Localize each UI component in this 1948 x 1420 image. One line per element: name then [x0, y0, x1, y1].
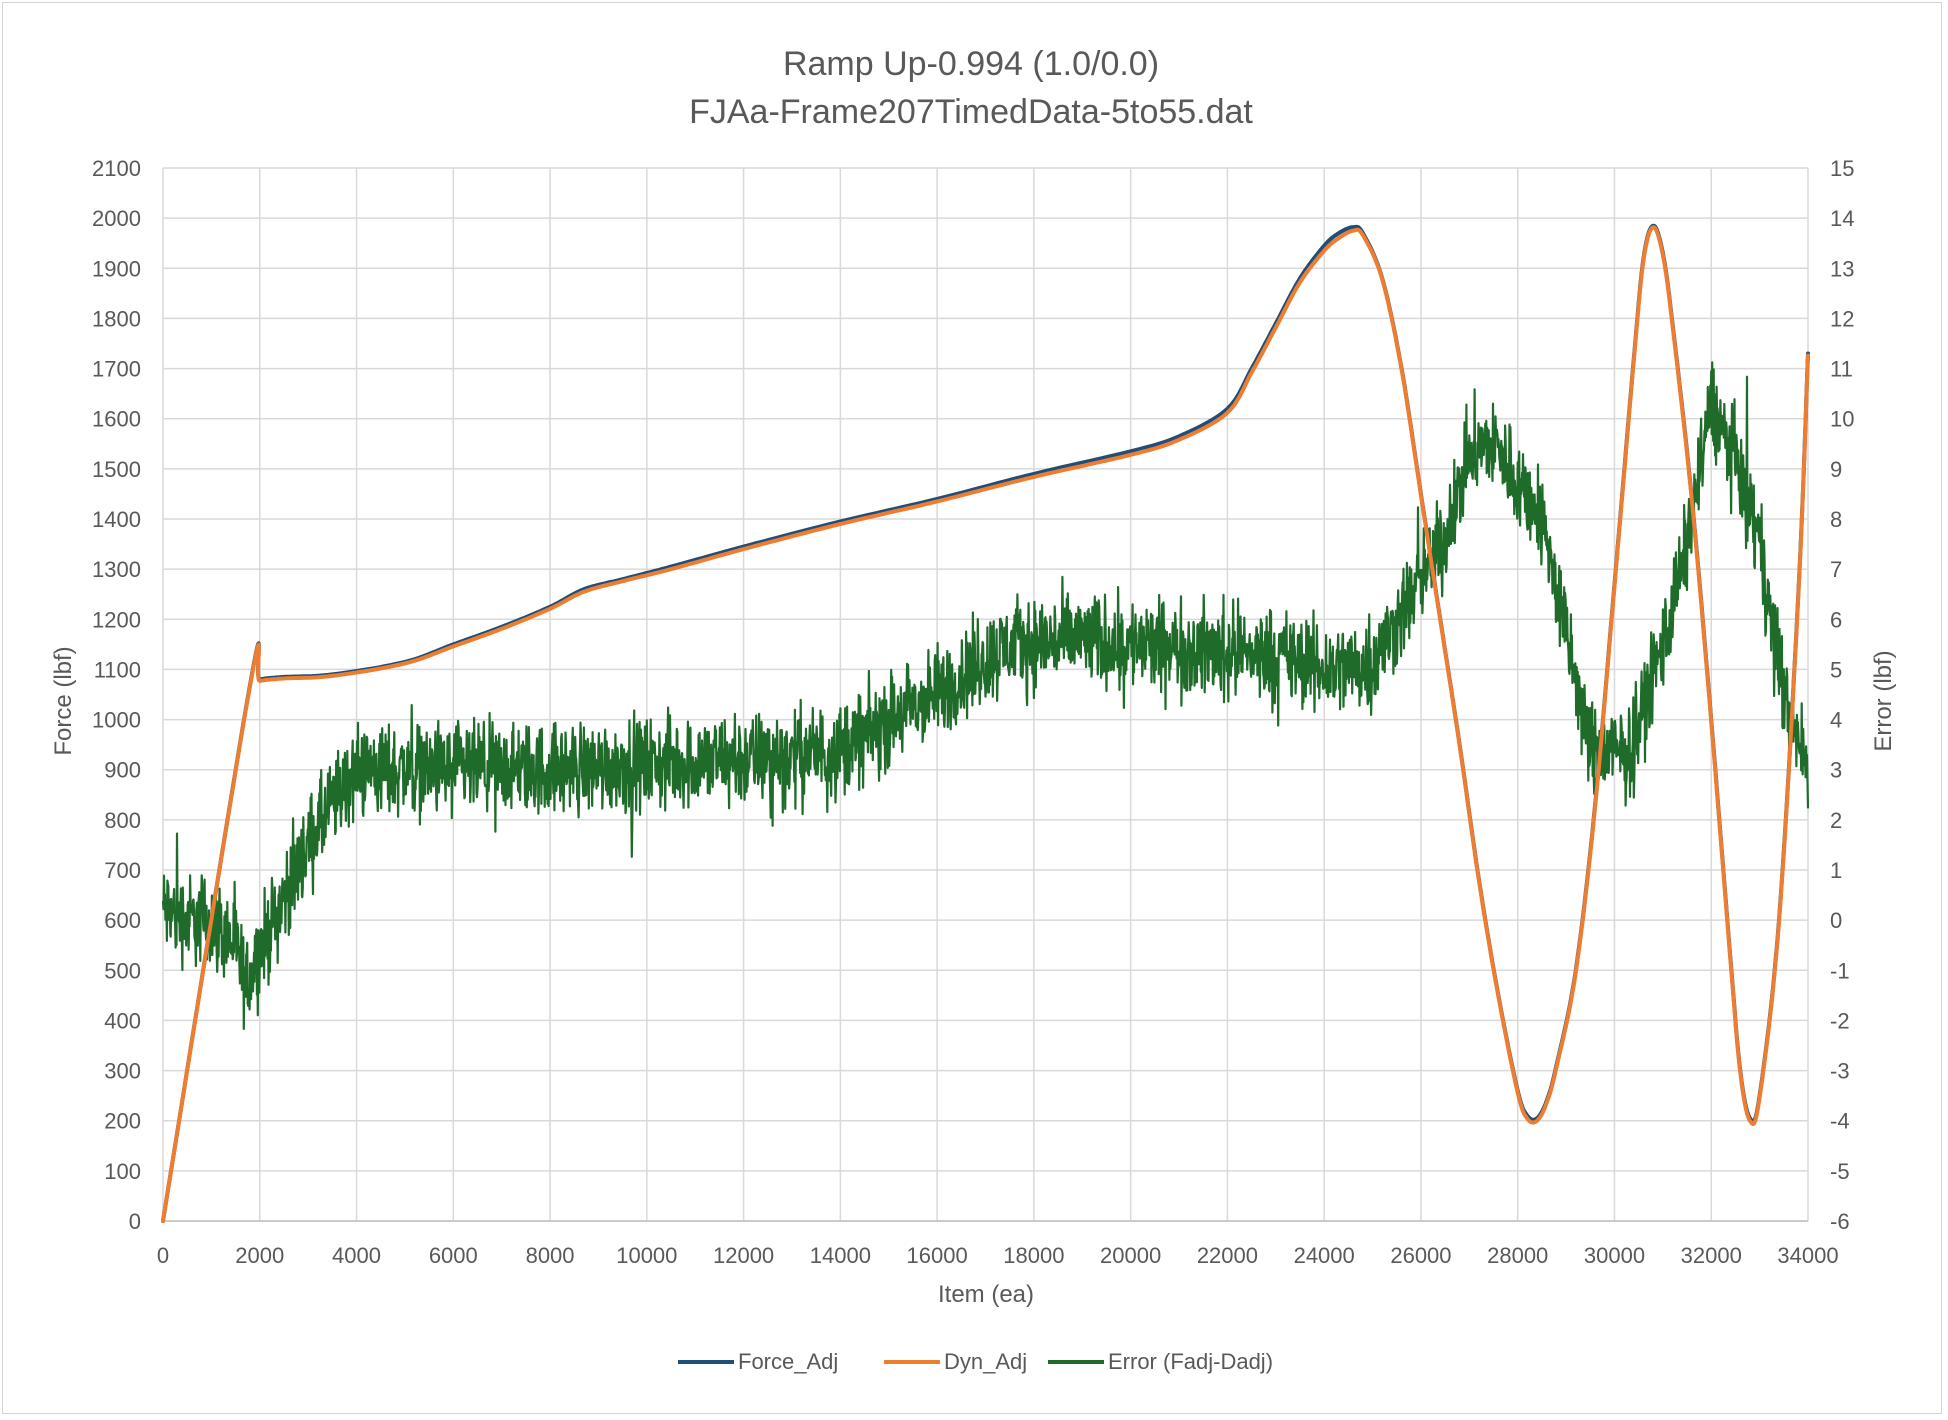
y2-tick-label: 12: [1830, 306, 1854, 331]
x-tick-label: 30000: [1584, 1243, 1645, 1268]
y2-tick-label: -5: [1830, 1159, 1850, 1184]
x-tick-labels: 0 2000 4000 6000 8000 10000 12000 14000 16000 180…: [157, 1243, 1839, 1268]
legend-label: Force_Adj: [738, 1349, 838, 1374]
y-tick-label: 800: [104, 808, 141, 833]
legend: Force_Adj Dyn_Adj Error (Fadj-Dadj): [678, 1349, 1273, 1374]
y2-tick-label: 4: [1830, 708, 1842, 733]
y-tick-label: 1700: [92, 357, 141, 382]
x-tick-label: 34000: [1777, 1243, 1838, 1268]
x-tick-label: 12000: [713, 1243, 774, 1268]
y2-tick-label: 3: [1830, 758, 1842, 783]
y-tick-label: 900: [104, 758, 141, 783]
y-tick-label: 300: [104, 1059, 141, 1084]
x-tick-label: 28000: [1487, 1243, 1548, 1268]
y2-tick-label: -1: [1830, 958, 1850, 983]
y2-tick-label: 6: [1830, 607, 1842, 632]
y2-tick-label: 10: [1830, 407, 1854, 432]
y-tick-label: 1900: [92, 256, 141, 281]
y2-tick-label: 7: [1830, 557, 1842, 582]
y-tick-label: 500: [104, 958, 141, 983]
x-tick-label: 6000: [429, 1243, 478, 1268]
y-tick-label: 1800: [92, 306, 141, 331]
y2-tick-label: 0: [1830, 908, 1842, 933]
x-axis-title: Item (ea): [938, 1281, 1034, 1308]
chart-svg: Ramp Up-0.994 (1.0/0.0) FJAa-Frame207Tim…: [50, 45, 1897, 1374]
y2-tick-label: 13: [1830, 256, 1854, 281]
y2-tick-label: -4: [1830, 1109, 1850, 1134]
series-force-adj-line: [161, 223, 1810, 1223]
legend-label: Error (Fadj-Dadj): [1108, 1349, 1273, 1374]
series-dyn-adj-line: [161, 225, 1810, 1223]
x-tick-label: 0: [157, 1243, 169, 1268]
y2-axis-title: Error (lbf): [1870, 650, 1897, 751]
y-tick-label: 400: [104, 1008, 141, 1033]
y2-tick-label: 8: [1830, 507, 1842, 532]
y2-tick-label: 15: [1830, 156, 1854, 181]
y2-tick-label: 9: [1830, 457, 1842, 482]
y-tick-label: 1100: [94, 657, 141, 682]
y2-tick-label: -3: [1830, 1059, 1850, 1084]
y-tick-label: 1200: [92, 607, 141, 632]
y-tick-label: 2100: [92, 156, 141, 181]
x-tick-label: 22000: [1197, 1243, 1258, 1268]
y-tick-label: 0: [129, 1209, 141, 1234]
y-tick-label: 1600: [92, 407, 141, 432]
y2-tick-label: 1: [1830, 858, 1842, 883]
y-tick-label: 600: [104, 908, 141, 933]
x-tick-label: 4000: [332, 1243, 381, 1268]
y-tick-label: 1400: [92, 507, 141, 532]
x-tick-label: 20000: [1100, 1243, 1161, 1268]
x-tick-label: 8000: [526, 1243, 575, 1268]
legend-label: Dyn_Adj: [944, 1349, 1027, 1374]
series-error-line: [161, 361, 1810, 1030]
y-tick-label: 700: [104, 858, 141, 883]
y-tick-label: 100: [104, 1159, 141, 1184]
y-tick-labels: 0 100 200 300 400 500 600 700 800 900 1000 1100 1200…: [92, 156, 141, 1234]
chart-subtitle: FJAa-Frame207TimedData-5to55.dat: [689, 93, 1253, 131]
chart-title: Ramp Up-0.994 (1.0/0.0): [783, 45, 1159, 83]
y-tick-label: 1300: [92, 557, 141, 582]
y2-tick-label: -2: [1830, 1008, 1850, 1033]
y2-tick-label: 2: [1830, 808, 1842, 833]
grid-lines: [162, 167, 1809, 1222]
x-tick-label: 10000: [616, 1243, 677, 1268]
y-axis-title: Force (lbf): [50, 646, 77, 755]
x-tick-label: 16000: [907, 1243, 968, 1268]
y2-tick-label: 14: [1830, 206, 1854, 231]
x-tick-label: 24000: [1294, 1243, 1355, 1268]
y-tick-label: 1000: [92, 708, 141, 733]
y2-tick-label: 11: [1830, 357, 1853, 382]
y-tick-label: 200: [104, 1109, 141, 1134]
y-tick-label: 2000: [92, 206, 141, 231]
series-layer: [161, 223, 1810, 1223]
x-tick-label: 2000: [235, 1243, 284, 1268]
x-tick-label: 26000: [1390, 1243, 1451, 1268]
y2-tick-label: 5: [1830, 657, 1842, 682]
x-tick-label: 32000: [1681, 1243, 1742, 1268]
x-tick-label: 14000: [810, 1243, 871, 1268]
x-tick-label: 18000: [1003, 1243, 1064, 1268]
y-tick-label: 1500: [92, 457, 141, 482]
y2-tick-label: -6: [1830, 1209, 1850, 1234]
